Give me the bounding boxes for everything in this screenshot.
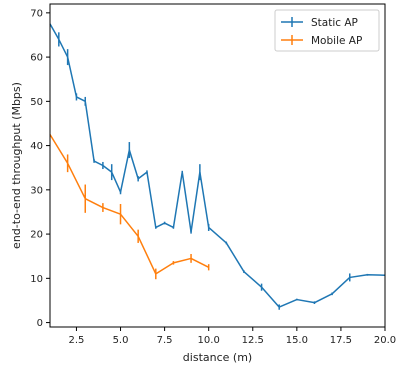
y-tick-label: 10 — [30, 274, 43, 285]
y-tick-label: 40 — [30, 141, 43, 152]
y-tick-label: 20 — [30, 230, 43, 241]
x-tick-label: 2.5 — [68, 335, 84, 346]
x-tick-label: 5.0 — [113, 335, 129, 346]
series-line — [49, 23, 386, 308]
x-tick-label: 12.5 — [242, 335, 264, 346]
legend-label: Mobile AP — [311, 35, 362, 47]
x-tick-label: 15.0 — [286, 335, 308, 346]
series-line — [49, 134, 210, 275]
marks-layer — [49, 23, 386, 310]
series-static-ap — [49, 23, 386, 310]
y-axis-label: end-to-end throughput (Mbps) — [10, 82, 23, 249]
x-tick-label: 20.0 — [374, 335, 396, 346]
x-tick-label: 17.5 — [330, 335, 352, 346]
y-tick-label: 70 — [30, 8, 43, 19]
legend-label: Static AP — [311, 17, 358, 29]
series-mobile-ap — [49, 134, 210, 280]
legend: Static AP Mobile AP — [274, 9, 380, 52]
y-tick-label: 30 — [30, 185, 43, 196]
plot-frame — [49, 3, 386, 328]
x-tick-label: 7.5 — [157, 335, 173, 346]
y-tick-label: 50 — [30, 97, 43, 108]
x-tick-label: 10.0 — [198, 335, 220, 346]
y-tick-label: 0 — [37, 318, 43, 329]
ticks-layer: 2.5 5.0 7.5 10.0 12.5 15.0 17.5 20.0 0 10 20 30 40 50… — [30, 8, 396, 346]
x-axis-label: distance (m) — [183, 351, 252, 364]
y-tick-label: 60 — [30, 53, 43, 64]
